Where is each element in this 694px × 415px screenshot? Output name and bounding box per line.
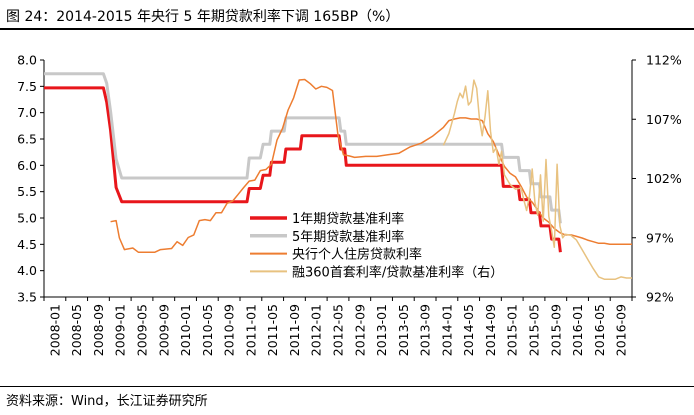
x-tick-label: 2012-09 (352, 304, 367, 356)
x-tick-label: 2008-09 (91, 304, 106, 356)
left-tick-label: 5.5 (17, 184, 37, 199)
left-tick-label: 7.5 (17, 79, 37, 94)
x-tick-label: 2011-01 (243, 304, 258, 356)
legend-label-3: 央行个人住房贷款利率 (292, 247, 422, 263)
x-tick-label: 2013-01 (374, 304, 389, 356)
x-tick-label: 2008-01 (47, 304, 62, 356)
x-tick-label: 2016-09 (614, 304, 629, 356)
x-tick-label: 2014-05 (461, 304, 476, 356)
x-tick-label: 2009-01 (113, 304, 128, 356)
x-tick-label: 2009-09 (156, 304, 171, 356)
x-tick-label: 2013-09 (418, 304, 433, 356)
x-tick-label: 2011-05 (265, 304, 280, 356)
x-tick-label: 2011-09 (287, 304, 302, 356)
x-tick-label: 2009-05 (135, 304, 150, 356)
right-tick-label: 107% (646, 112, 682, 127)
x-tick-label: 2013-05 (396, 304, 411, 356)
right-tick-label: 97% (646, 230, 674, 245)
series-line-3 (110, 78, 632, 253)
left-tick-label: 5.0 (17, 211, 37, 226)
x-tick-label: 2010-09 (222, 304, 237, 356)
right-tick-label: 112% (646, 53, 682, 68)
left-tick-label: 6.5 (17, 132, 37, 147)
legend-label-4: 融360首套利率/贷款基准利率（右） (292, 264, 503, 280)
rate-chart: 8.0 7.5 7.0 6.5 6.0 5.5 5.0 4.5 4.0 3.5 112% 107% 10… (17, 53, 682, 357)
right-tick-label: 92% (646, 290, 674, 305)
x-tick-label: 2014-01 (439, 304, 454, 356)
x-tick-label: 2015-05 (527, 304, 542, 356)
series-line-4 (442, 79, 632, 280)
x-tick-label: 2012-01 (309, 304, 324, 356)
left-tick-label: 8.0 (17, 53, 37, 68)
legend-label-2: 5年期贷款基准利率 (292, 229, 404, 245)
left-tick-label: 4.0 (17, 263, 37, 278)
x-tick-label: 2012-05 (331, 304, 346, 356)
title-divider (0, 28, 694, 30)
x-tick-label: 2008-05 (69, 304, 84, 356)
x-tick-label: 2015-09 (548, 304, 563, 356)
chart-plot-area (44, 72, 632, 280)
x-tick-label: 2010-01 (178, 304, 193, 356)
right-tick-label: 102% (646, 171, 682, 186)
x-tick-label: 2014-09 (483, 304, 498, 356)
x-tick-label: 2015-01 (505, 304, 520, 356)
chart-legend: 1年期贷款基准利率 5年期贷款基准利率央行个人住房贷款利率融360首套利率/贷款基… (250, 211, 503, 280)
left-tick-label: 7.0 (17, 105, 37, 120)
left-tick-label: 3.5 (17, 290, 37, 305)
source-divider (0, 386, 694, 387)
chart-title: 图 24：2014-2015 年央行 5 年期贷款利率下调 165BP（%） (6, 9, 400, 25)
x-tick-label: 2016-01 (570, 304, 585, 356)
chart-axes: 8.0 7.5 7.0 6.5 6.0 5.5 5.0 4.5 4.0 3.5 112% 107% 10… (17, 53, 682, 357)
x-tick-label: 2016-05 (592, 304, 607, 356)
x-tick-label: 2010-05 (200, 304, 215, 356)
left-tick-label: 6.0 (17, 158, 37, 173)
series-line-1 (44, 86, 562, 253)
legend-label-1: 1年期贷款基准利率 (292, 211, 404, 227)
source-note: 资料来源：Wind，长江证券研究所 (6, 394, 208, 409)
left-tick-label: 4.5 (17, 237, 37, 252)
